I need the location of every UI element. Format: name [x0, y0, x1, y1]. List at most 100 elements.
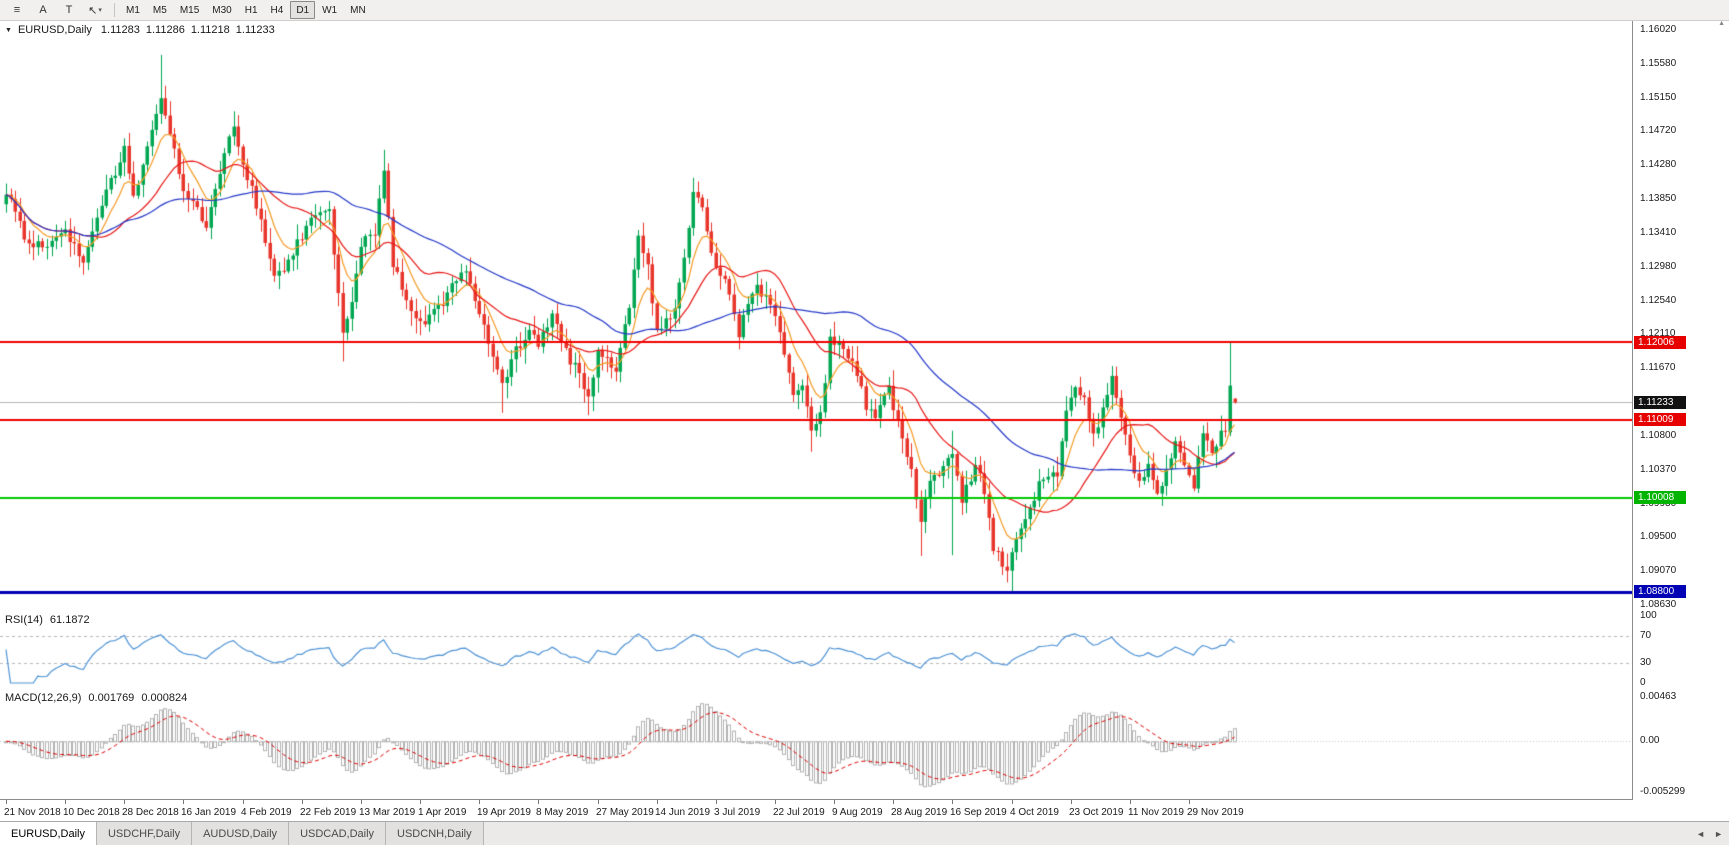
timeframe-button-m1[interactable]: M1	[126, 4, 140, 16]
timeframe-button-h1[interactable]: H1	[244, 4, 258, 16]
time-tick	[183, 800, 184, 804]
price-tick-label: 1.12980	[1640, 260, 1677, 272]
time-tick	[302, 800, 303, 804]
macd-name-label: MACD(12,26,9)	[5, 692, 82, 704]
toolbar-icons: ≡ A T ↖ ▾	[5, 2, 109, 18]
rsi-value-label: 61.1872	[49, 614, 90, 626]
macd-main-value-label: 0.001769	[88, 692, 135, 704]
chart-symbol-label: EURUSD,Daily	[17, 24, 92, 36]
price-axis[interactable]: ▲ 1.16020 1.15580 1.15150 1.14720 1.14280 1.1…	[1633, 20, 1729, 799]
chart-list-icon[interactable]: ≡	[13, 4, 21, 16]
date-label: 4 Feb 2019	[241, 807, 292, 818]
date-label: 19 Apr 2019	[477, 807, 531, 818]
time-tick	[1130, 800, 1131, 804]
date-label: 22 Feb 2019	[300, 807, 357, 818]
main-chart-canvas[interactable]	[0, 20, 1633, 610]
timeframe-button-mn[interactable]: MN	[350, 4, 366, 16]
time-tick	[1071, 800, 1072, 804]
price-tick-label: 1.15580	[1640, 57, 1677, 69]
date-label: 4 Oct 2019	[1010, 807, 1059, 818]
time-tick	[1012, 800, 1013, 804]
time-tick	[952, 800, 953, 804]
date-label: 21 Nov 2018	[4, 807, 61, 818]
text-tool-icon[interactable]: T	[65, 4, 73, 16]
rsi-indicator-label: RSI(14) 61.1872	[5, 614, 97, 626]
price-tick-label: 1.09070	[1640, 565, 1677, 577]
macd-indicator-label: MACD(12,26,9) 0.001769 0.000824	[5, 692, 194, 704]
axis-scroll-up-icon[interactable]: ▲	[1718, 20, 1725, 27]
quote-close-value: 1.11233	[235, 24, 275, 36]
date-label: 13 Mar 2019	[359, 807, 416, 818]
price-tick-label: 1.12110	[1640, 328, 1676, 340]
date-label: 16 Jan 2019	[181, 807, 237, 818]
price-tick-label: 1.16020	[1640, 24, 1677, 35]
timeframe-button-d1[interactable]: D1	[290, 1, 316, 19]
date-label: 28 Dec 2018	[122, 807, 179, 818]
quote-low-value: 1.11218	[190, 24, 230, 36]
date-label: 1 Apr 2019	[418, 807, 467, 818]
date-label: 11 Nov 2019	[1128, 807, 1184, 818]
current-price-line-badge: 1.11233	[1634, 395, 1686, 409]
price-tick-label: 1.09500	[1640, 531, 1677, 543]
quote-open-value: 1.11283	[100, 24, 140, 36]
time-tick	[479, 800, 480, 804]
tab-scroll-left-button[interactable]: ◄	[1696, 828, 1706, 839]
macd-indicator-canvas[interactable]	[0, 689, 1633, 799]
date-label: 8 May 2019	[536, 807, 589, 818]
time-tick	[243, 800, 244, 804]
tab-eurusd-daily[interactable]: EURUSD,Daily	[0, 822, 97, 845]
price-tick-label: 1.13850	[1640, 193, 1677, 205]
support-line-1-11009-badge: 1.11009	[1634, 413, 1686, 427]
rsi-tick-label: 30	[1640, 656, 1652, 668]
tab-usdcad-daily[interactable]: USDCAD,Daily	[289, 822, 387, 845]
date-label: 27 May 2019	[596, 807, 654, 818]
date-label: 9 Aug 2019	[832, 807, 883, 818]
time-tick	[6, 800, 7, 804]
date-label: 22 Jul 2019	[773, 807, 825, 818]
tab-usdcnh-daily[interactable]: USDCNH,Daily	[386, 822, 484, 845]
price-tick-label: 1.10370	[1640, 463, 1677, 475]
date-label: 16 Sep 2019	[950, 807, 1007, 818]
rsi-indicator-canvas[interactable]	[0, 611, 1633, 688]
tab-scroll-right-button[interactable]: ►	[1714, 828, 1723, 839]
macd-signal-value-label: 0.000824	[141, 692, 188, 704]
rsi-tick-label: 70	[1640, 630, 1652, 642]
timeframe-button-w1[interactable]: W1	[322, 4, 338, 16]
price-tick-label: 1.08630	[1640, 599, 1677, 610]
date-label: 10 Dec 2018	[63, 807, 120, 818]
date-label: 3 Jul 2019	[714, 807, 761, 818]
rsi-name-label: RSI(14)	[5, 614, 43, 626]
time-tick	[834, 800, 835, 804]
timeframe-button-m5[interactable]: M5	[152, 4, 167, 16]
timeframe-button-h4[interactable]: H4	[270, 4, 284, 16]
chart-collapse-icon[interactable]: ▼	[5, 26, 12, 34]
text-label-icon[interactable]: A	[39, 4, 47, 16]
price-tick-label: 1.15150	[1640, 91, 1677, 103]
price-tick-label: 1.14280	[1640, 159, 1677, 171]
top-toolbar: ≡ A T ↖ ▾ M1 M5 M15 M30 H1 H4 D1 W1 MN	[0, 0, 1729, 21]
tab-audusd-daily[interactable]: AUDUSD,Daily	[192, 822, 290, 845]
date-label: 29 Nov 2019	[1187, 807, 1244, 818]
cursor-tool-icon[interactable]: ↖ ▾	[88, 4, 102, 17]
toolbar-separator	[114, 3, 115, 17]
timeframe-button-m15[interactable]: M15	[179, 4, 200, 16]
time-tick	[420, 800, 421, 804]
tab-usdchf-daily[interactable]: USDCHF,Daily	[96, 822, 193, 845]
time-tick	[124, 800, 125, 804]
price-tick-label: 1.13410	[1640, 226, 1677, 238]
tab-scroll-buttons: ◄ ►	[1696, 822, 1729, 845]
price-tick-label: 1.11670	[1640, 362, 1676, 374]
time-tick	[65, 800, 66, 804]
timeframe-button-m30[interactable]: M30	[212, 4, 232, 16]
time-tick	[361, 800, 362, 804]
time-axis[interactable]: 21 Nov 2018 10 Dec 2018 28 Dec 2018 16 Jan …	[0, 799, 1633, 822]
tab-list: EURUSD,Daily USDCHF,Daily AUDUSD,Daily USDC…	[0, 822, 484, 845]
rsi-tick-label: 100	[1640, 610, 1657, 621]
price-axis-border	[1632, 20, 1633, 799]
time-tick	[775, 800, 776, 804]
chart-tab-bar: EURUSD,Daily USDCHF,Daily AUDUSD,Daily USDC…	[0, 821, 1729, 845]
date-label: 14 Jun 2019	[655, 807, 711, 818]
price-tick-label: 1.10800	[1640, 429, 1677, 441]
rsi-indicator-panel	[0, 611, 1729, 690]
